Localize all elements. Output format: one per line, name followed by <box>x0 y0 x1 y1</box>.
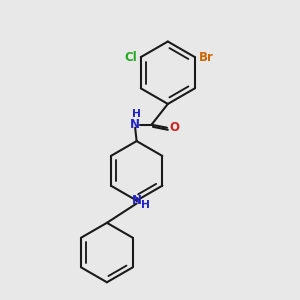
Text: O: O <box>169 121 179 134</box>
Text: H: H <box>132 110 140 119</box>
Text: N: N <box>132 194 142 207</box>
Text: Cl: Cl <box>124 51 137 64</box>
Text: Br: Br <box>198 51 213 64</box>
Text: H: H <box>140 200 149 210</box>
Text: N: N <box>130 118 140 131</box>
